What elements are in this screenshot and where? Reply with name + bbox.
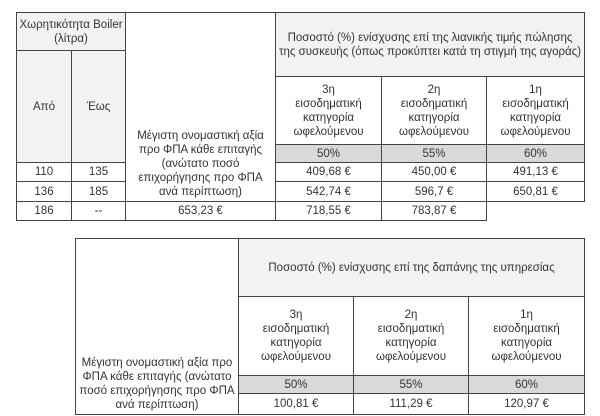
from-cell: 186 bbox=[16, 201, 72, 221]
support-percentage-header: Ποσοστό (%) ενίσχυσης επί της λιανικής τ… bbox=[275, 12, 586, 77]
table-row: 186 -- 653,23 € 718,55 € 783,87 € bbox=[16, 201, 585, 221]
from-cell: 110 bbox=[16, 162, 72, 182]
percent-cell: 60% bbox=[467, 375, 586, 394]
value-cell: 120,97 € bbox=[467, 393, 586, 415]
table-row: 110 135 409,68 € 450,00 € 491,13 € bbox=[16, 162, 586, 182]
category-rank: 1η bbox=[529, 83, 542, 96]
value-cell: 491,13 € bbox=[486, 162, 586, 182]
value-cell: 650,81 € bbox=[486, 181, 586, 202]
service-subsidy-table: Μέγιστη ονομαστική αξία προ ΦΠΑ κάθε επι… bbox=[75, 238, 586, 415]
category-header: 3η εισοδηματική κατηγορία ωφελούμενου bbox=[275, 76, 383, 145]
percent-cell: 60% bbox=[486, 144, 586, 163]
value-cell: 450,00 € bbox=[381, 162, 488, 182]
category-label: εισοδηματική κατηγορία ωφελούμενου bbox=[293, 97, 364, 138]
category-label: εισοδηματική κατηγορία ωφελούμενου bbox=[491, 323, 562, 363]
to-cell: 135 bbox=[70, 162, 127, 182]
description-text: Μέγιστη ονομαστική αξία προ ΦΠΑ κάθε επι… bbox=[137, 130, 264, 198]
percent-cell: 50% bbox=[238, 375, 354, 394]
value-cell: 718,55 € bbox=[275, 201, 383, 221]
value-cell: 596,7 € bbox=[381, 181, 488, 202]
value-cell: 100,81 € bbox=[238, 393, 354, 415]
percent-cell: 55% bbox=[353, 375, 469, 394]
to-cell: -- bbox=[70, 201, 127, 221]
from-cell: 136 bbox=[16, 181, 72, 202]
category-label: εισοδηματική κατηγορία ωφελούμενου bbox=[260, 323, 331, 363]
category-label: εισοδηματική κατηγορία ωφελούμενου bbox=[375, 323, 446, 363]
category-header: 2η εισοδηματική κατηγορία ωφελούμενου bbox=[353, 296, 469, 376]
from-header: Από bbox=[16, 50, 72, 163]
category-rank: 3η bbox=[289, 309, 303, 321]
support-percentage-header: Ποσοστό (%) ενίσχυσης επί της δαπάνης τη… bbox=[237, 238, 586, 297]
category-header: 2η εισοδηματική κατηγορία ωφελούμενου bbox=[381, 76, 488, 145]
boiler-subsidy-table: Χωρητικότητα Boiler (λίτρα) Μέγιστη ονομ… bbox=[15, 12, 586, 221]
capacity-header: Χωρητικότητα Boiler (λίτρα) bbox=[15, 12, 127, 51]
value-cell: 653,23 € bbox=[125, 201, 277, 221]
category-rank: 2η bbox=[427, 83, 441, 96]
category-header: 1η εισοδηματική κατηγορία ωφελούμενου bbox=[467, 296, 586, 376]
percent-cell: 55% bbox=[381, 144, 488, 163]
value-cell: 783,87 € bbox=[381, 201, 488, 221]
max-value-description: Μέγιστη ονομαστική αξία προ ΦΠΑ κάθε επι… bbox=[125, 12, 277, 202]
to-cell: 185 bbox=[70, 181, 127, 202]
value-cell: 542,74 € bbox=[275, 181, 383, 202]
table-row: 136 185 542,74 € 596,7 € 650,81 € bbox=[16, 181, 586, 202]
max-value-description: Μέγιστη ονομαστική αξία προ ΦΠΑ κάθε επι… bbox=[75, 238, 239, 415]
category-header: 1η εισοδηματική κατηγορία ωφελούμενου bbox=[486, 76, 586, 145]
to-header: Έως bbox=[70, 50, 127, 163]
value-cell: 111,29 € bbox=[353, 393, 469, 415]
value-cell: 409,68 € bbox=[275, 162, 383, 182]
category-rank: 3η bbox=[322, 83, 335, 96]
percent-cell: 50% bbox=[275, 144, 383, 163]
category-label: εισοδηματική κατηγορία ωφελούμενου bbox=[399, 97, 470, 138]
category-header: 3η εισοδηματική κατηγορία ωφελούμενου bbox=[238, 296, 354, 376]
description-text: Μέγιστη ονομαστική αξία προ ΦΠΑ κάθε επι… bbox=[79, 357, 235, 411]
category-label: εισοδηματική κατηγορία ωφελούμενου bbox=[500, 97, 571, 138]
category-rank: 1η bbox=[520, 309, 533, 321]
table-row: 100,81 € 111,29 € 120,97 € bbox=[76, 393, 586, 415]
category-rank: 2η bbox=[404, 309, 418, 321]
